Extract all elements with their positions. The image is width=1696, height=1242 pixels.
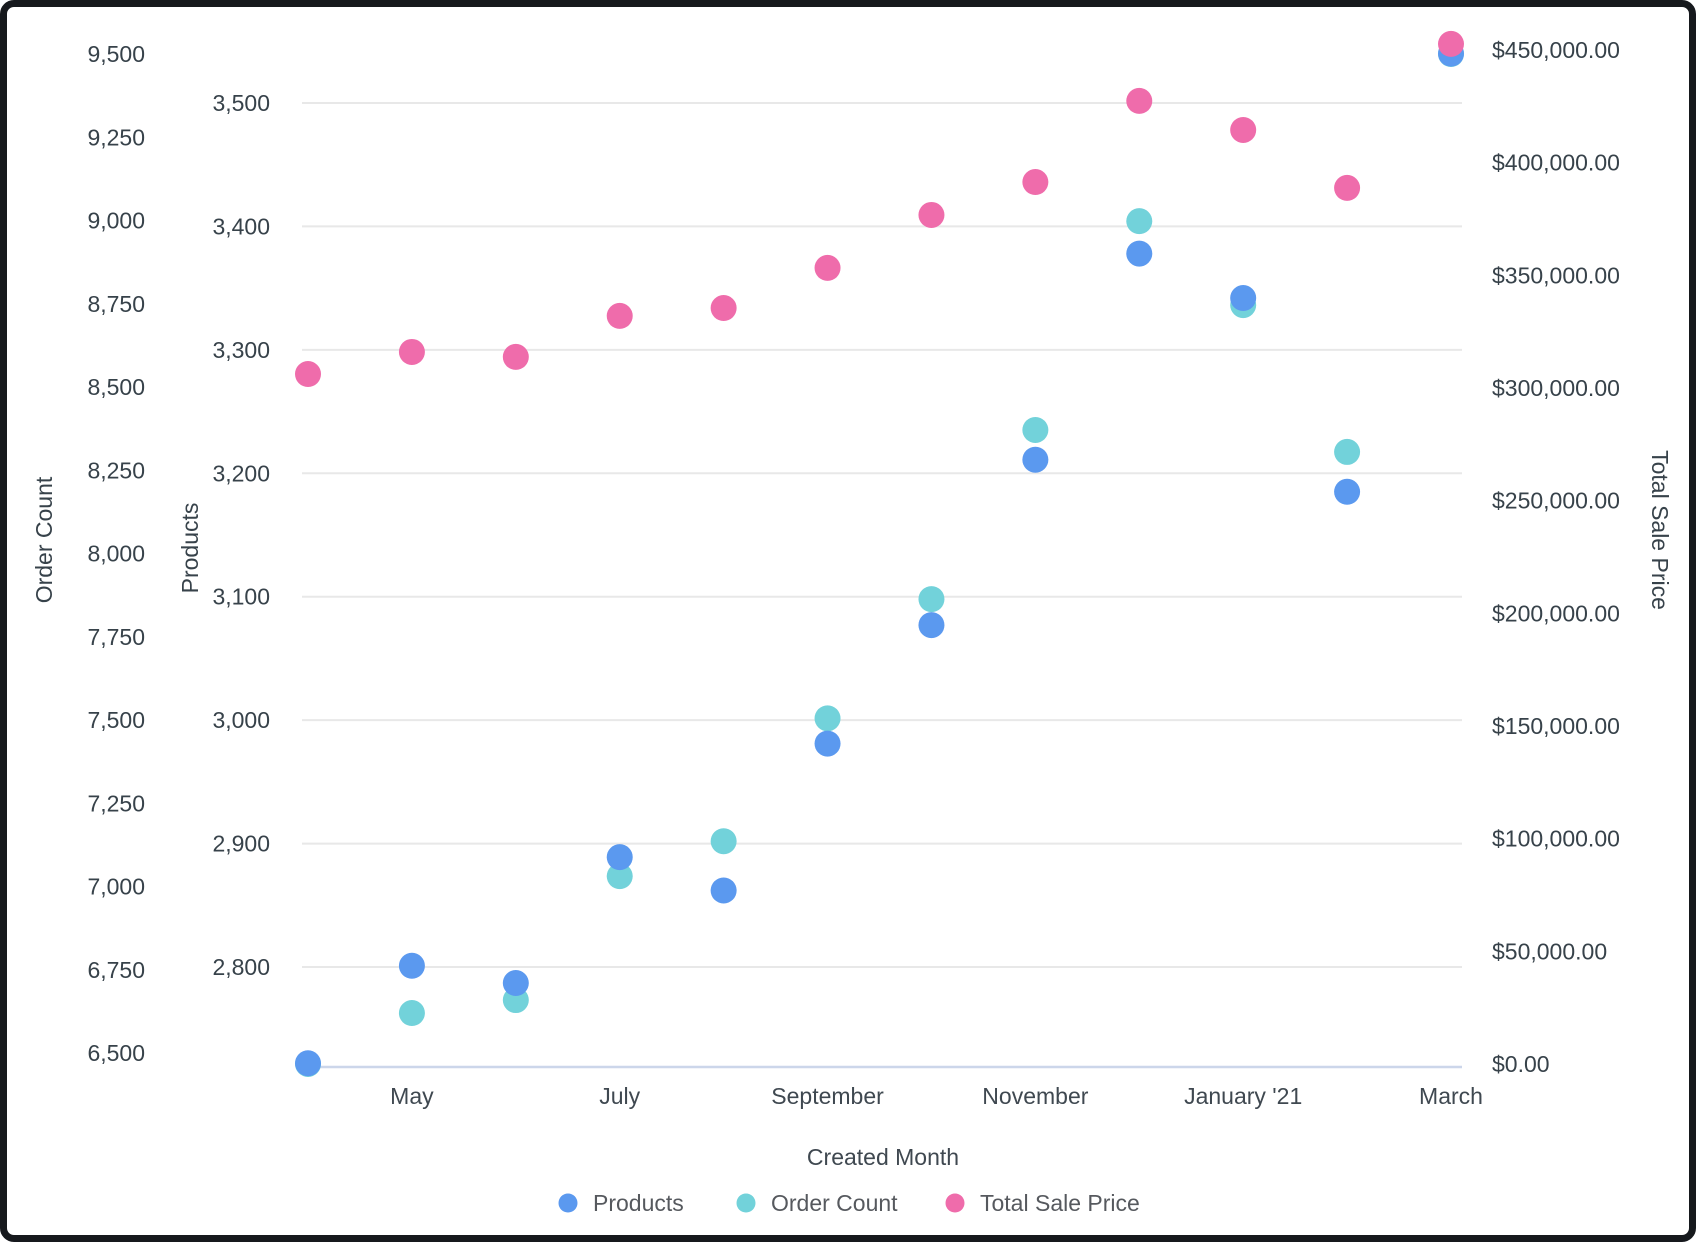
- order-count-tick-label: 8,000: [87, 541, 145, 567]
- total-sale-price-dot[interactable]: [1022, 169, 1049, 196]
- order-count-tick-label: 9,000: [87, 208, 145, 234]
- month-label: May: [390, 1083, 434, 1109]
- products-tick-label: 2,800: [212, 954, 270, 980]
- products-dot[interactable]: [918, 612, 945, 639]
- products-tick-label: 3,300: [212, 337, 270, 363]
- order-count-tick-label: 7,750: [87, 624, 145, 650]
- order-count-tick-labels: 9,500 9,250 9,000 8,750 8,500 8,250 8,000 7,750…: [87, 41, 145, 1066]
- total-sale-price-dot[interactable]: [814, 254, 841, 281]
- legend-label-order-count[interactable]: Order Count: [771, 1190, 898, 1216]
- products-dot[interactable]: [1022, 446, 1049, 473]
- products-dot[interactable]: [398, 952, 425, 979]
- total-sale-price-dot[interactable]: [606, 302, 633, 329]
- products-tick-label: 3,000: [212, 707, 270, 733]
- legend-label-total-sale-price[interactable]: Total Sale Price: [980, 1190, 1140, 1216]
- price-tick-label: $250,000.00: [1492, 488, 1620, 514]
- price-tick-label: $100,000.00: [1492, 826, 1620, 852]
- order-count-dot[interactable]: [814, 705, 841, 732]
- month-label: March: [1419, 1083, 1483, 1109]
- order-count-tick-label: 8,500: [87, 374, 145, 400]
- legend-item-order-count[interactable]: Order Count: [736, 1190, 899, 1216]
- order-count-tick-label: 8,750: [87, 291, 145, 317]
- total-sale-price-dot[interactable]: [1334, 174, 1361, 201]
- products-dot[interactable]: [1334, 478, 1361, 505]
- total-sale-price-dot[interactable]: [710, 295, 737, 322]
- order-count-tick-label: 6,750: [87, 957, 145, 983]
- legend-marker-order-count-icon[interactable]: [736, 1193, 756, 1213]
- legend-label-products[interactable]: Products: [593, 1190, 684, 1216]
- products-dot[interactable]: [1230, 285, 1257, 312]
- order-count-dot[interactable]: [710, 828, 737, 855]
- order-count-dot[interactable]: [1022, 416, 1049, 443]
- month-tick-labels: May July September November January '21 March: [390, 1083, 1483, 1109]
- legend-item-products[interactable]: Products: [558, 1190, 684, 1216]
- price-tick-label: $200,000.00: [1492, 600, 1620, 626]
- order-count-tick-label: 7,000: [87, 874, 145, 900]
- order-count-dot[interactable]: [398, 1000, 425, 1027]
- total-sale-price-dot[interactable]: [502, 343, 529, 370]
- month-label: November: [982, 1083, 1088, 1109]
- order-count-tick-label: 7,500: [87, 707, 145, 733]
- products-dot[interactable]: [814, 730, 841, 757]
- series-products: [295, 40, 1464, 1077]
- products-tick-labels: 3,500 3,400 3,300 3,200 3,100 3,000 2,900 2,800: [212, 90, 270, 980]
- legend-marker-products-icon[interactable]: [558, 1193, 578, 1213]
- scatter-chart: 9,500 9,250 9,000 8,750 8,500 8,250 8,000 7,750…: [31, 30, 1673, 1216]
- month-label: September: [771, 1083, 884, 1109]
- series-order-count: [295, 41, 1464, 1077]
- legend-marker-total-sale-price-icon[interactable]: [945, 1193, 965, 1213]
- total-sale-price-dot[interactable]: [918, 201, 945, 228]
- order-count-dot[interactable]: [1126, 208, 1153, 235]
- price-tick-label: $300,000.00: [1492, 375, 1620, 401]
- series-price: [295, 30, 1464, 388]
- products-axis-title: Products: [177, 503, 203, 594]
- order-count-axis-title: Order Count: [31, 476, 57, 603]
- order-count-tick-label: 6,500: [87, 1040, 145, 1066]
- total-sale-price-dot[interactable]: [1126, 87, 1153, 114]
- products-tick-label: 3,200: [212, 460, 270, 486]
- total-sale-price-dot[interactable]: [1438, 30, 1464, 57]
- products-dot[interactable]: [295, 1050, 321, 1077]
- order-count-tick-label: 9,250: [87, 124, 145, 150]
- order-count-dot[interactable]: [606, 863, 633, 890]
- price-tick-label: $350,000.00: [1492, 262, 1620, 288]
- legend: Products Order Count Total Sale Price: [558, 1190, 1140, 1216]
- legend-item-total-sale-price[interactable]: Total Sale Price: [945, 1190, 1140, 1216]
- order-count-dot[interactable]: [918, 586, 945, 613]
- order-count-dot[interactable]: [1334, 438, 1361, 465]
- products-dot[interactable]: [606, 844, 633, 871]
- products-tick-label: 3,500: [212, 90, 270, 116]
- products-dot[interactable]: [502, 970, 529, 997]
- x-axis-title: Created Month: [807, 1144, 959, 1170]
- products-dot[interactable]: [1126, 240, 1153, 267]
- total-sale-price-dot[interactable]: [398, 338, 425, 365]
- order-count-tick-label: 9,500: [87, 41, 145, 67]
- price-tick-label: $450,000.00: [1492, 37, 1620, 63]
- total-sale-price-dot[interactable]: [295, 361, 321, 388]
- price-tick-label: $0.00: [1492, 1051, 1550, 1077]
- total-sale-price-dot[interactable]: [1230, 116, 1257, 143]
- price-tick-labels: $450,000.00 $400,000.00 $350,000.00 $300,00…: [1492, 37, 1620, 1077]
- products-dot[interactable]: [710, 877, 737, 904]
- month-label: July: [599, 1083, 640, 1109]
- price-tick-label: $150,000.00: [1492, 713, 1620, 739]
- order-count-tick-label: 8,250: [87, 457, 145, 483]
- price-tick-label: $400,000.00: [1492, 150, 1620, 176]
- month-label: January '21: [1184, 1083, 1302, 1109]
- products-tick-label: 3,400: [212, 213, 270, 239]
- data-points-layer: [295, 30, 1464, 1077]
- products-tick-label: 3,100: [212, 584, 270, 610]
- order-count-tick-label: 7,250: [87, 790, 145, 816]
- gridlines-layer: [302, 102, 1462, 1069]
- products-tick-label: 2,900: [212, 831, 270, 857]
- total-sale-price-axis-title: Total Sale Price: [1647, 450, 1673, 610]
- price-tick-label: $50,000.00: [1492, 938, 1607, 964]
